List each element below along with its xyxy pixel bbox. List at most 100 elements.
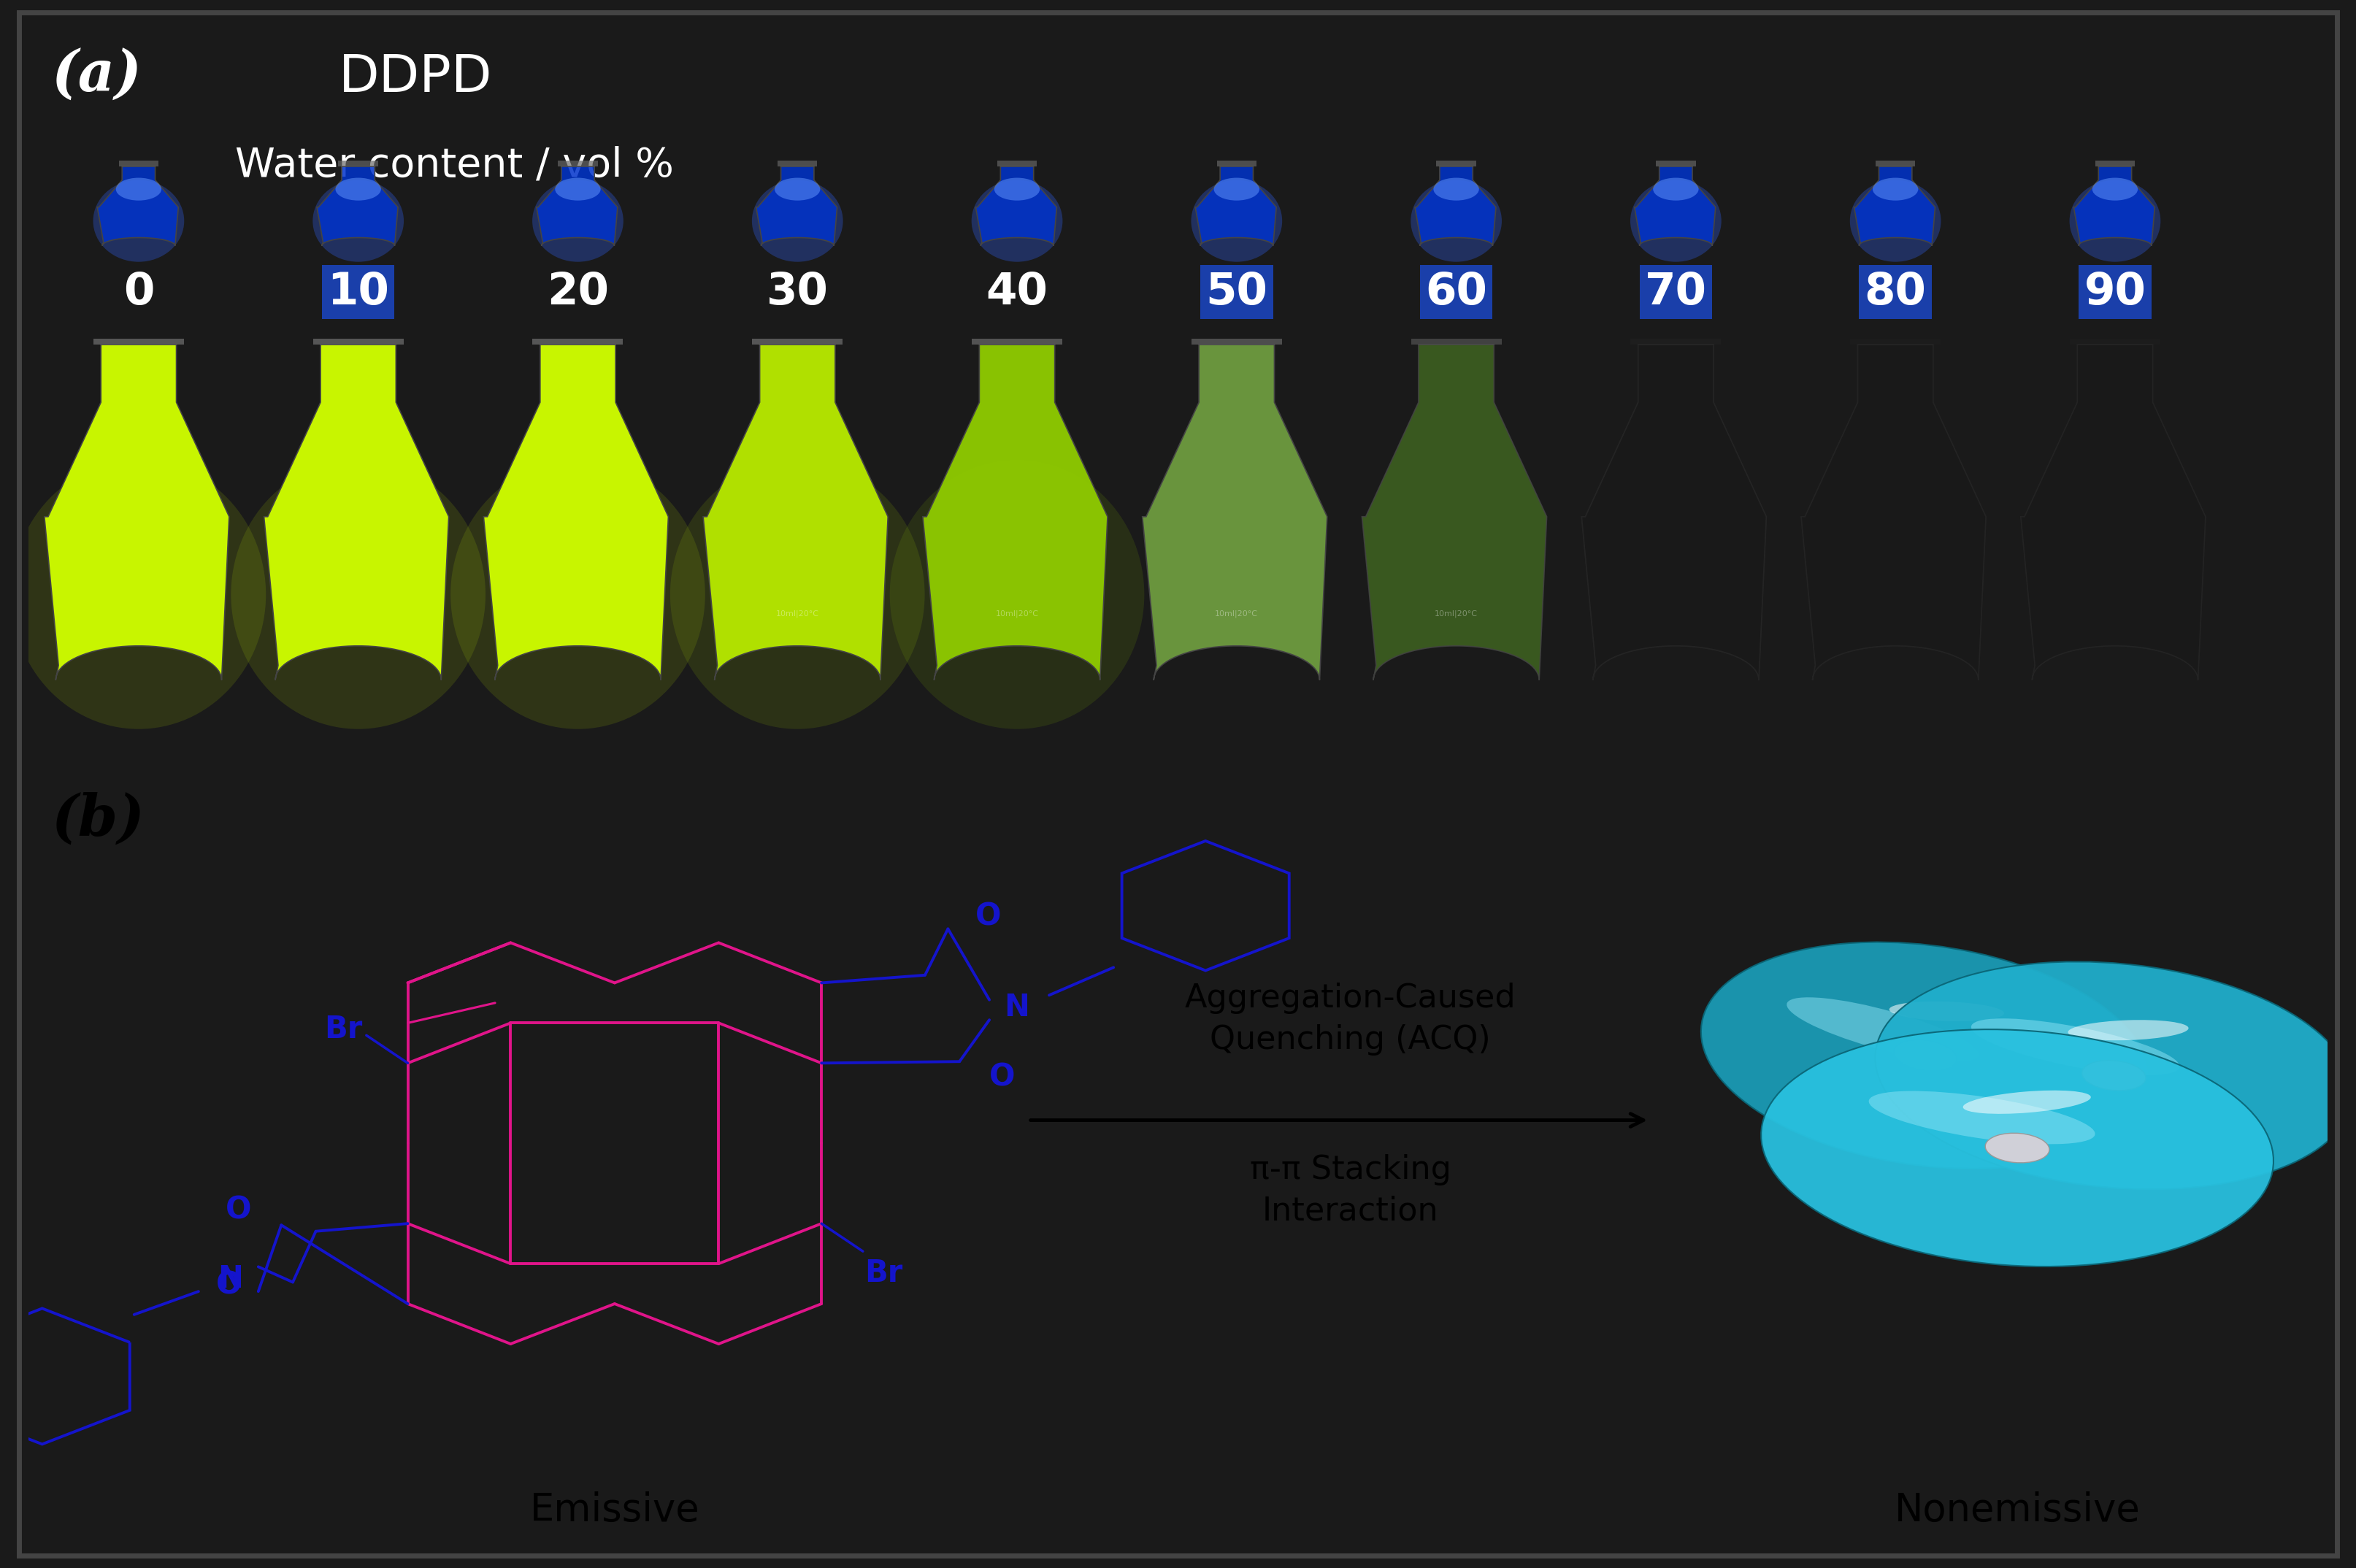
Polygon shape (1192, 339, 1282, 345)
Polygon shape (1635, 166, 1715, 246)
Polygon shape (537, 166, 617, 246)
Ellipse shape (1890, 1002, 2005, 1021)
Polygon shape (2073, 166, 2156, 246)
Polygon shape (777, 160, 818, 166)
Polygon shape (752, 339, 843, 345)
Polygon shape (924, 345, 1107, 681)
Text: N: N (219, 1264, 243, 1295)
Ellipse shape (1873, 177, 1918, 201)
Ellipse shape (556, 177, 601, 201)
Ellipse shape (1894, 1040, 1958, 1071)
Text: O: O (990, 1062, 1015, 1093)
Ellipse shape (12, 459, 266, 729)
Polygon shape (118, 160, 158, 166)
Text: 10: 10 (327, 271, 389, 314)
Ellipse shape (1762, 1029, 2274, 1267)
Polygon shape (1416, 166, 1496, 246)
Ellipse shape (1986, 1134, 2050, 1163)
Polygon shape (1630, 339, 1722, 345)
Text: 80: 80 (1864, 271, 1927, 314)
Text: Br: Br (325, 1014, 363, 1044)
Ellipse shape (669, 459, 924, 729)
Polygon shape (997, 160, 1037, 166)
Text: 70: 70 (1644, 271, 1706, 314)
Ellipse shape (1432, 177, 1480, 201)
Ellipse shape (1701, 942, 2149, 1168)
Polygon shape (756, 166, 836, 246)
Polygon shape (1411, 339, 1501, 345)
Polygon shape (971, 339, 1063, 345)
Ellipse shape (1192, 180, 1282, 262)
Polygon shape (94, 339, 184, 345)
Text: O: O (217, 1270, 243, 1300)
Ellipse shape (971, 180, 1063, 262)
Text: Nonemissive: Nonemissive (1894, 1491, 2139, 1529)
Ellipse shape (532, 180, 624, 262)
Text: (b): (b) (52, 792, 144, 847)
Ellipse shape (1972, 1019, 2179, 1076)
Polygon shape (1581, 345, 1767, 681)
Polygon shape (264, 345, 448, 681)
Polygon shape (1875, 160, 1915, 166)
Polygon shape (975, 166, 1058, 246)
Ellipse shape (1786, 997, 1979, 1062)
Polygon shape (1854, 166, 1934, 246)
Ellipse shape (994, 177, 1039, 201)
Ellipse shape (231, 459, 485, 729)
Ellipse shape (1963, 1090, 2090, 1113)
Polygon shape (483, 345, 669, 681)
Polygon shape (45, 345, 229, 681)
Text: 50: 50 (1206, 271, 1268, 314)
Ellipse shape (891, 459, 1145, 729)
Polygon shape (1194, 166, 1277, 246)
Text: 10ml|20°C: 10ml|20°C (1216, 610, 1258, 618)
Text: O: O (226, 1195, 252, 1225)
Polygon shape (1800, 345, 1986, 681)
Text: 10ml|20°C: 10ml|20°C (775, 610, 820, 618)
Text: 10ml|20°C: 10ml|20°C (997, 610, 1039, 618)
Polygon shape (313, 339, 403, 345)
Ellipse shape (1213, 177, 1260, 201)
Polygon shape (558, 160, 598, 166)
Ellipse shape (115, 177, 163, 201)
Text: O: O (975, 902, 1001, 931)
Polygon shape (1656, 160, 1696, 166)
Polygon shape (97, 166, 179, 246)
Text: 60: 60 (1425, 271, 1487, 314)
Ellipse shape (775, 177, 820, 201)
Text: Emissive: Emissive (530, 1491, 700, 1529)
Polygon shape (532, 339, 622, 345)
Ellipse shape (2092, 177, 2137, 201)
Text: 90: 90 (2085, 271, 2146, 314)
Polygon shape (1362, 345, 1548, 681)
Polygon shape (316, 166, 398, 246)
Ellipse shape (313, 180, 403, 262)
Text: 10ml|20°C: 10ml|20°C (1435, 610, 1477, 618)
Text: 30: 30 (766, 271, 829, 314)
Polygon shape (702, 345, 888, 681)
Text: π-π Stacking
Interaction: π-π Stacking Interaction (1249, 1154, 1451, 1226)
Ellipse shape (1411, 180, 1501, 262)
Text: 0: 0 (123, 271, 153, 314)
Ellipse shape (1868, 1091, 2094, 1145)
Ellipse shape (94, 180, 184, 262)
Ellipse shape (1875, 961, 2354, 1189)
Ellipse shape (335, 177, 382, 201)
Text: N: N (1004, 993, 1030, 1022)
Text: Br: Br (865, 1258, 902, 1289)
Text: 40: 40 (987, 271, 1048, 314)
Ellipse shape (2069, 180, 2160, 262)
Ellipse shape (2083, 1060, 2146, 1090)
Ellipse shape (2069, 1019, 2189, 1040)
Ellipse shape (450, 459, 704, 729)
Polygon shape (1437, 160, 1477, 166)
Text: (a): (a) (52, 47, 141, 103)
Polygon shape (1143, 345, 1326, 681)
Polygon shape (339, 160, 377, 166)
Text: 20: 20 (547, 271, 608, 314)
Ellipse shape (1654, 177, 1699, 201)
Ellipse shape (1630, 180, 1722, 262)
Polygon shape (1216, 160, 1256, 166)
Ellipse shape (1849, 180, 1941, 262)
Text: Water content / vol %: Water content / vol % (236, 146, 674, 185)
